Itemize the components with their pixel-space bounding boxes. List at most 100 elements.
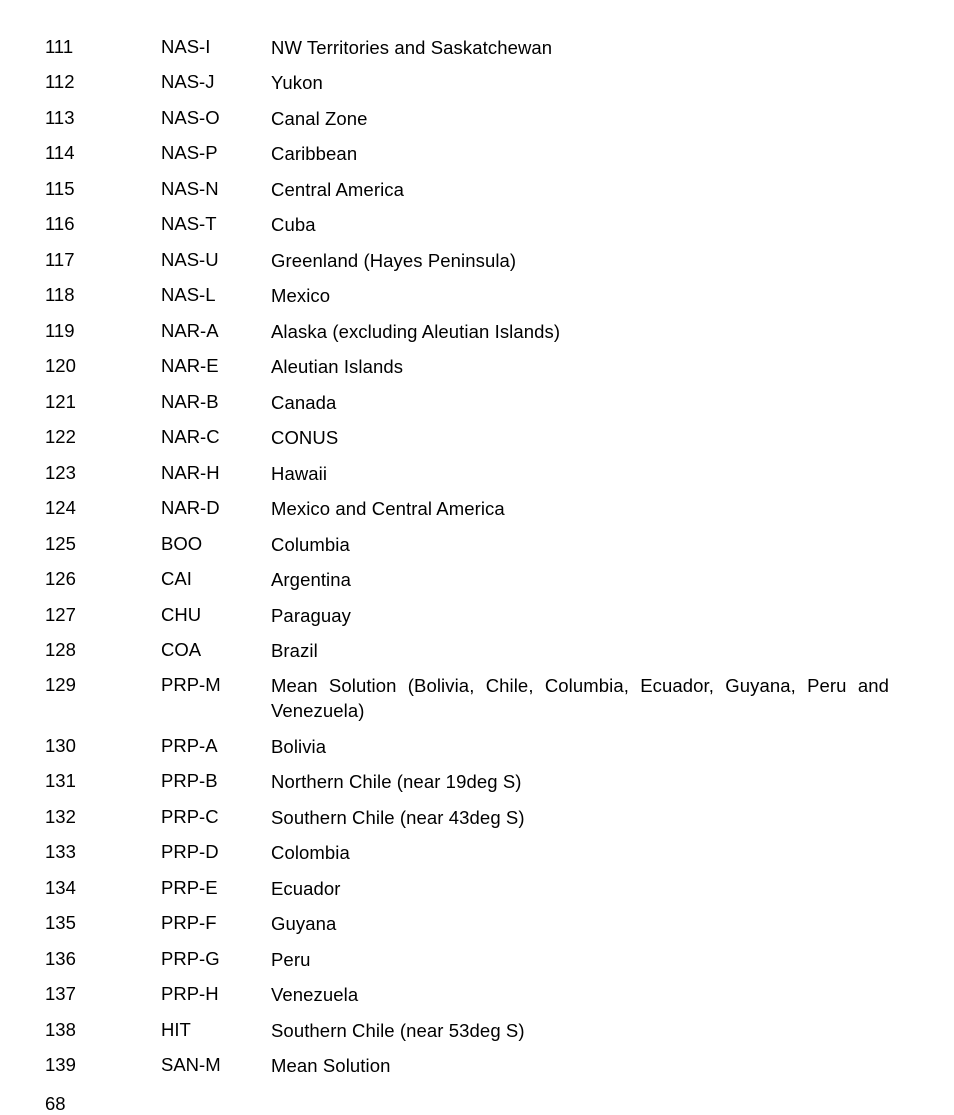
- row-code: NAS-O: [161, 107, 271, 129]
- row-code: NAR-B: [161, 391, 271, 413]
- row-code: NAR-A: [161, 320, 271, 342]
- row-number: 128: [45, 639, 161, 661]
- row-code: PRP-B: [161, 770, 271, 792]
- row-code: SAN-M: [161, 1054, 271, 1076]
- row-description: Aleutian Islands: [271, 355, 909, 380]
- row-number: 124: [45, 497, 161, 519]
- row-code: CAI: [161, 568, 271, 590]
- page-number: 68: [45, 1093, 909, 1115]
- row-code: PRP-A: [161, 735, 271, 757]
- row-description: Bolivia: [271, 735, 909, 760]
- row-number: 119: [45, 320, 161, 342]
- row-code: NAS-L: [161, 284, 271, 306]
- row-description: Paraguay: [271, 604, 909, 629]
- table-row: 138HITSouthern Chile (near 53deg S): [45, 1019, 909, 1044]
- row-code: NAS-U: [161, 249, 271, 271]
- row-description: Canada: [271, 391, 909, 416]
- row-description: Mexico: [271, 284, 909, 309]
- row-number: 113: [45, 107, 161, 129]
- row-code: NAS-N: [161, 178, 271, 200]
- row-code: NAS-T: [161, 213, 271, 235]
- table-row: 126CAIArgentina: [45, 568, 909, 593]
- table-row: 132PRP-CSouthern Chile (near 43deg S): [45, 806, 909, 831]
- row-description: Northern Chile (near 19deg S): [271, 770, 909, 795]
- row-description: Hawaii: [271, 462, 909, 487]
- table-row: 119NAR-AAlaska (excluding Aleutian Islan…: [45, 320, 909, 345]
- row-code: NAS-I: [161, 36, 271, 58]
- row-description: Mean Solution (Bolivia, Chile, Columbia,…: [271, 674, 909, 724]
- table-row: 139SAN-MMean Solution: [45, 1054, 909, 1079]
- row-description: Peru: [271, 948, 909, 973]
- row-number: 118: [45, 284, 161, 306]
- table-row: 134PRP-EEcuador: [45, 877, 909, 902]
- row-description: Southern Chile (near 43deg S): [271, 806, 909, 831]
- table-row: 124NAR-DMexico and Central America: [45, 497, 909, 522]
- row-code: PRP-G: [161, 948, 271, 970]
- row-number: 134: [45, 877, 161, 899]
- row-number: 115: [45, 178, 161, 200]
- row-description: Southern Chile (near 53deg S): [271, 1019, 909, 1044]
- row-description: Greenland (Hayes Peninsula): [271, 249, 909, 274]
- row-description: Venezuela: [271, 983, 909, 1008]
- table-row: 130PRP-ABolivia: [45, 735, 909, 760]
- row-number: 123: [45, 462, 161, 484]
- row-code: PRP-M: [161, 674, 271, 696]
- row-description: CONUS: [271, 426, 909, 451]
- row-code: PRP-H: [161, 983, 271, 1005]
- table-row: 125BOOColumbia: [45, 533, 909, 558]
- row-number: 116: [45, 213, 161, 235]
- table-row: 113NAS-OCanal Zone: [45, 107, 909, 132]
- row-description: Columbia: [271, 533, 909, 558]
- row-code: NAS-P: [161, 142, 271, 164]
- row-description: Mean Solution: [271, 1054, 909, 1079]
- table-row: 123NAR-HHawaii: [45, 462, 909, 487]
- row-code: PRP-D: [161, 841, 271, 863]
- row-code: CHU: [161, 604, 271, 626]
- row-number: 131: [45, 770, 161, 792]
- row-number: 135: [45, 912, 161, 934]
- row-number: 112: [45, 71, 161, 93]
- table-row: 116NAS-TCuba: [45, 213, 909, 238]
- row-number: 130: [45, 735, 161, 757]
- row-number: 136: [45, 948, 161, 970]
- row-number: 121: [45, 391, 161, 413]
- row-description: Canal Zone: [271, 107, 909, 132]
- row-description: Argentina: [271, 568, 909, 593]
- row-number: 111: [45, 36, 161, 58]
- row-number: 137: [45, 983, 161, 1005]
- row-code: PRP-E: [161, 877, 271, 899]
- table-row: 121NAR-BCanada: [45, 391, 909, 416]
- row-number: 125: [45, 533, 161, 555]
- table-row: 136PRP-GPeru: [45, 948, 909, 973]
- row-number: 114: [45, 142, 161, 164]
- row-description: NW Territories and Saskatchewan: [271, 36, 909, 61]
- row-number: 120: [45, 355, 161, 377]
- row-code: PRP-C: [161, 806, 271, 828]
- row-code: HIT: [161, 1019, 271, 1041]
- table-row: 133PRP-DColombia: [45, 841, 909, 866]
- row-code: BOO: [161, 533, 271, 555]
- row-description: Cuba: [271, 213, 909, 238]
- table-row: 114NAS-PCaribbean: [45, 142, 909, 167]
- row-description: Yukon: [271, 71, 909, 96]
- datum-table: 111NAS-INW Territories and Saskatchewan1…: [45, 36, 909, 1079]
- table-row: 128COABrazil: [45, 639, 909, 664]
- row-code: NAR-E: [161, 355, 271, 377]
- table-row: 135PRP-FGuyana: [45, 912, 909, 937]
- row-description: Caribbean: [271, 142, 909, 167]
- table-row: 122NAR-CCONUS: [45, 426, 909, 451]
- row-number: 127: [45, 604, 161, 626]
- table-row: 131PRP-BNorthern Chile (near 19deg S): [45, 770, 909, 795]
- table-row: 111NAS-INW Territories and Saskatchewan: [45, 36, 909, 61]
- row-code: NAR-D: [161, 497, 271, 519]
- row-description: Mexico and Central America: [271, 497, 909, 522]
- row-number: 122: [45, 426, 161, 448]
- row-description: Alaska (excluding Aleutian Islands): [271, 320, 909, 345]
- row-code: NAR-C: [161, 426, 271, 448]
- table-row: 118NAS-LMexico: [45, 284, 909, 309]
- table-row: 129PRP-MMean Solution (Bolivia, Chile, C…: [45, 674, 909, 724]
- row-description: Colombia: [271, 841, 909, 866]
- row-description: Central America: [271, 178, 909, 203]
- row-number: 138: [45, 1019, 161, 1041]
- table-row: 120NAR-EAleutian Islands: [45, 355, 909, 380]
